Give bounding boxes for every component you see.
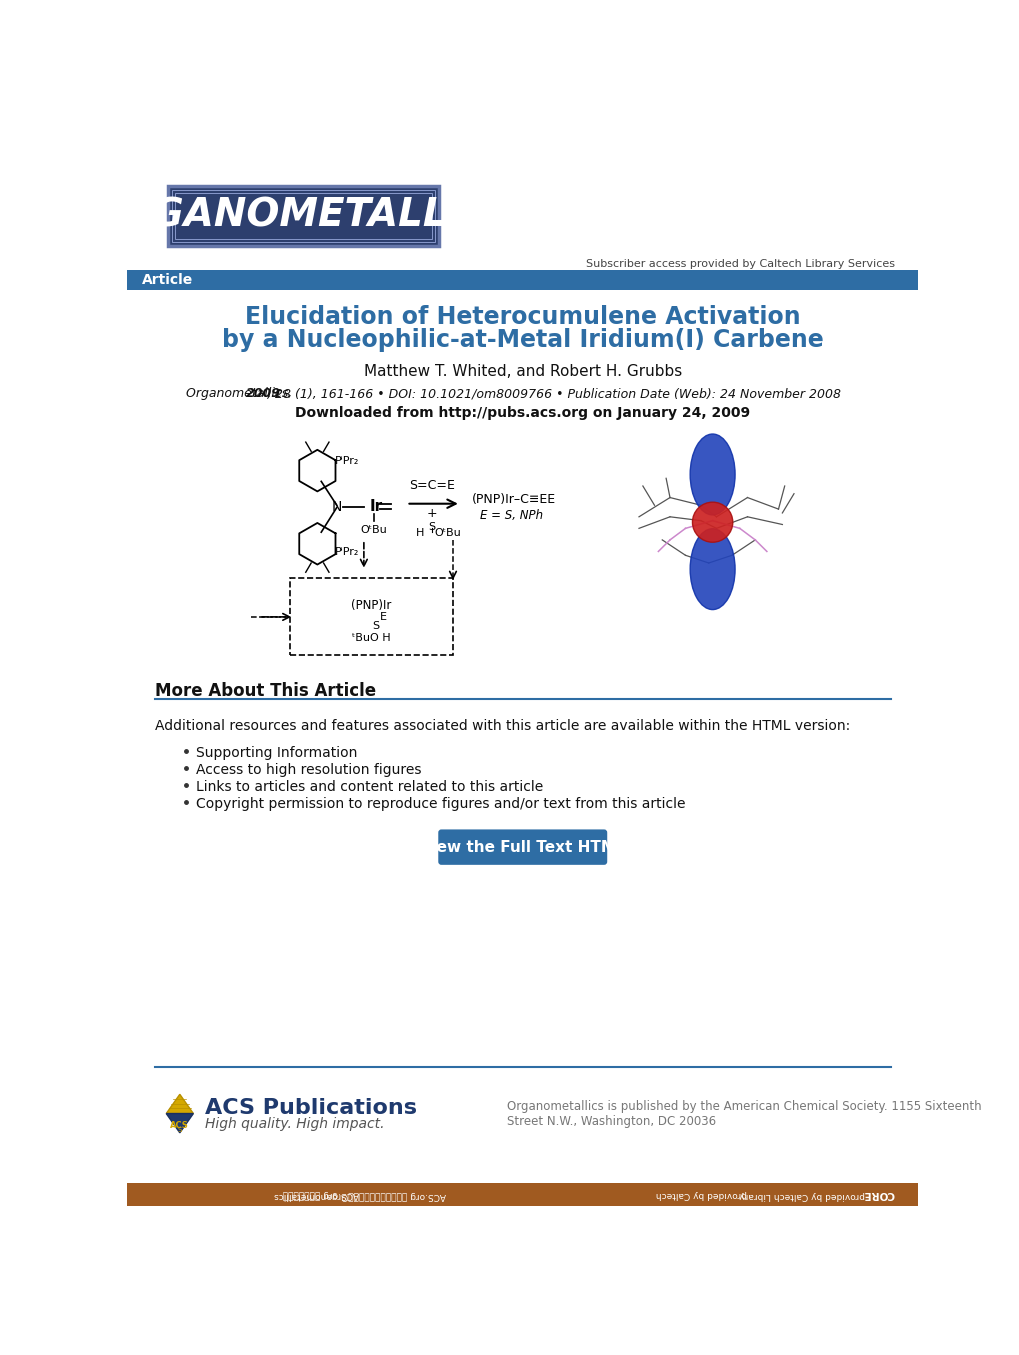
Text: S=C=E: S=C=E: [409, 480, 454, 492]
Text: 2009: 2009: [246, 388, 281, 401]
Text: Additional resources and features associated with this article are available wit: Additional resources and features associ…: [155, 720, 849, 733]
Text: Article: Article: [142, 274, 193, 287]
Bar: [127, 1176, 917, 1183]
Text: (PNP)Ir: (PNP)Ir: [352, 599, 391, 612]
Text: Matthew T. Whited, and Robert H. Grubbs: Matthew T. Whited, and Robert H. Grubbs: [363, 364, 682, 379]
Text: S: S: [428, 522, 435, 533]
Text: ACS.org 类似文章和期刊: ACS.org 类似文章和期刊: [283, 1190, 359, 1199]
Text: View the Full Text HTML: View the Full Text HTML: [420, 840, 625, 855]
Bar: [127, 1183, 917, 1206]
Text: More About This Article: More About This Article: [155, 683, 375, 701]
Text: PⁱPr₂: PⁱPr₂: [334, 457, 359, 466]
Ellipse shape: [690, 528, 735, 610]
Text: ACS: ACS: [170, 1121, 189, 1130]
Bar: [127, 1184, 917, 1206]
Text: provided by Caltech: provided by Caltech: [656, 1190, 747, 1199]
Text: S: S: [372, 621, 379, 631]
Polygon shape: [166, 1114, 194, 1133]
Text: CORE: CORE: [862, 1190, 894, 1199]
Text: OᵗBu: OᵗBu: [434, 528, 461, 538]
Polygon shape: [166, 1095, 194, 1114]
Text: PⁱPr₂: PⁱPr₂: [334, 547, 359, 557]
Text: Ir: Ir: [369, 499, 382, 515]
Text: +: +: [426, 507, 437, 520]
Text: provided by Caltech Library: provided by Caltech Library: [738, 1191, 864, 1199]
Bar: [290, 579, 452, 656]
Text: ACS Publications: ACS Publications: [205, 1098, 417, 1118]
Text: N: N: [331, 500, 341, 514]
Text: ACS.org 参见类似文章和期刊中的Organometallics: ACS.org 参见类似文章和期刊中的Organometallics: [274, 1191, 445, 1199]
Text: Organometallics is published by the American Chemical Society. 1155 Sixteenth
St: Organometallics is published by the Amer…: [506, 1100, 981, 1129]
Text: Elucidation of Heterocumulene Activation: Elucidation of Heterocumulene Activation: [245, 305, 800, 329]
Ellipse shape: [690, 434, 735, 515]
Text: (PNP)Ir–C≡EE: (PNP)Ir–C≡EE: [472, 493, 556, 505]
Text: by a Nucleophilic-at-Metal Iridium(I) Carbene: by a Nucleophilic-at-Metal Iridium(I) Ca…: [222, 328, 822, 352]
Text: Copyright permission to reproduce figures and/or text from this article: Copyright permission to reproduce figure…: [196, 797, 685, 812]
Text: OᵗBu: OᵗBu: [361, 526, 387, 535]
Ellipse shape: [692, 503, 732, 542]
FancyBboxPatch shape: [438, 829, 606, 864]
Text: , 28 (1), 161-166 • DOI: 10.1021/om8009766 • Publication Date (Web): 24 November: , 28 (1), 161-166 • DOI: 10.1021/om80097…: [267, 388, 841, 401]
Text: Access to high resolution figures: Access to high resolution figures: [196, 763, 421, 778]
Bar: [127, 271, 917, 290]
Bar: [168, 186, 438, 245]
Text: H: H: [416, 528, 424, 538]
Text: ᵗBuO H: ᵗBuO H: [352, 633, 390, 642]
Text: E = S, NPh: E = S, NPh: [480, 508, 543, 522]
Text: Downloaded from http://pubs.acs.org on January 24, 2009: Downloaded from http://pubs.acs.org on J…: [294, 406, 750, 420]
Text: Links to articles and content related to this article: Links to articles and content related to…: [196, 780, 542, 794]
Text: Organometallics,: Organometallics,: [185, 388, 296, 401]
Bar: [174, 192, 432, 238]
Text: S: S: [177, 1127, 181, 1134]
Bar: [171, 190, 435, 243]
Text: Subscriber access provided by Caltech Library Services: Subscriber access provided by Caltech Li…: [585, 259, 894, 268]
Text: ORGANOMETALLICS: ORGANOMETALLICS: [90, 196, 517, 234]
Text: E: E: [379, 612, 386, 622]
Text: High quality. High impact.: High quality. High impact.: [205, 1118, 384, 1131]
Text: Supporting Information: Supporting Information: [196, 747, 357, 760]
